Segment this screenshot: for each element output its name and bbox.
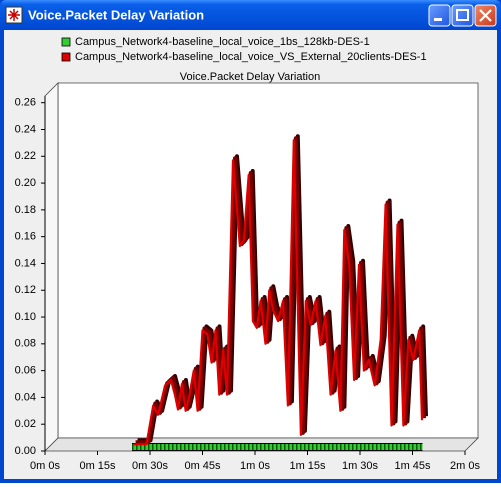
- x-tick-label: 1m 30s: [342, 460, 379, 472]
- legend-swatch: [61, 52, 71, 62]
- y-tick-label: 0.00: [15, 445, 36, 457]
- close-button[interactable]: [474, 4, 497, 27]
- y-tick-label: 0.10: [15, 311, 36, 323]
- window-title: Voice.Packet Delay Variation: [28, 7, 204, 22]
- series-shadow: [135, 136, 426, 445]
- y-tick-label: 0.18: [15, 204, 36, 216]
- x-tick-label: 1m 0s: [240, 460, 270, 472]
- y-tick-label: 0.24: [15, 123, 36, 135]
- back-wall: [57, 82, 479, 439]
- title-bar: [0, 0, 501, 30]
- x-tick-label: 1m 45s: [394, 460, 431, 472]
- y-tick-label: 0.22: [15, 150, 36, 162]
- y-tick-label: 0.26: [15, 97, 36, 109]
- app-icon: [5, 6, 23, 24]
- y-tick-label: 0.06: [15, 365, 36, 377]
- y-tick-label: 0.14: [15, 257, 36, 269]
- y-tick-label: 0.20: [15, 177, 36, 189]
- y-tick-label: 0.04: [15, 391, 36, 403]
- legend-label: Campus_Network4-baseline_local_voice_1bs…: [75, 36, 370, 48]
- maximize-button[interactable]: [451, 4, 474, 27]
- y-tick-label: 0.16: [15, 231, 36, 243]
- x-tick-label: 1m 15s: [289, 460, 326, 472]
- side-wall: [44, 82, 59, 452]
- x-tick-label: 0m 15s: [79, 460, 116, 472]
- minimize-button[interactable]: [428, 4, 451, 27]
- legend-swatch: [61, 37, 71, 47]
- y-tick-label: 0.12: [15, 284, 36, 296]
- x-tick-label: 0m 30s: [132, 460, 169, 472]
- series-line: [133, 139, 424, 446]
- y-tick-label: 0.02: [15, 418, 36, 430]
- legend-label: Campus_Network4-baseline_local_voice_VS_…: [75, 51, 427, 63]
- chart: Voice.Packet Delay Variation 0.00 0.02 0.0…: [15, 36, 481, 472]
- x-tick-label: 0m 45s: [184, 460, 221, 472]
- y-tick-label: 0.08: [15, 338, 36, 350]
- x-tick-label: 0m 0s: [30, 460, 60, 472]
- x-tick-label: 2m 0s: [450, 460, 480, 472]
- chart-title: Voice.Packet Delay Variation: [180, 71, 320, 83]
